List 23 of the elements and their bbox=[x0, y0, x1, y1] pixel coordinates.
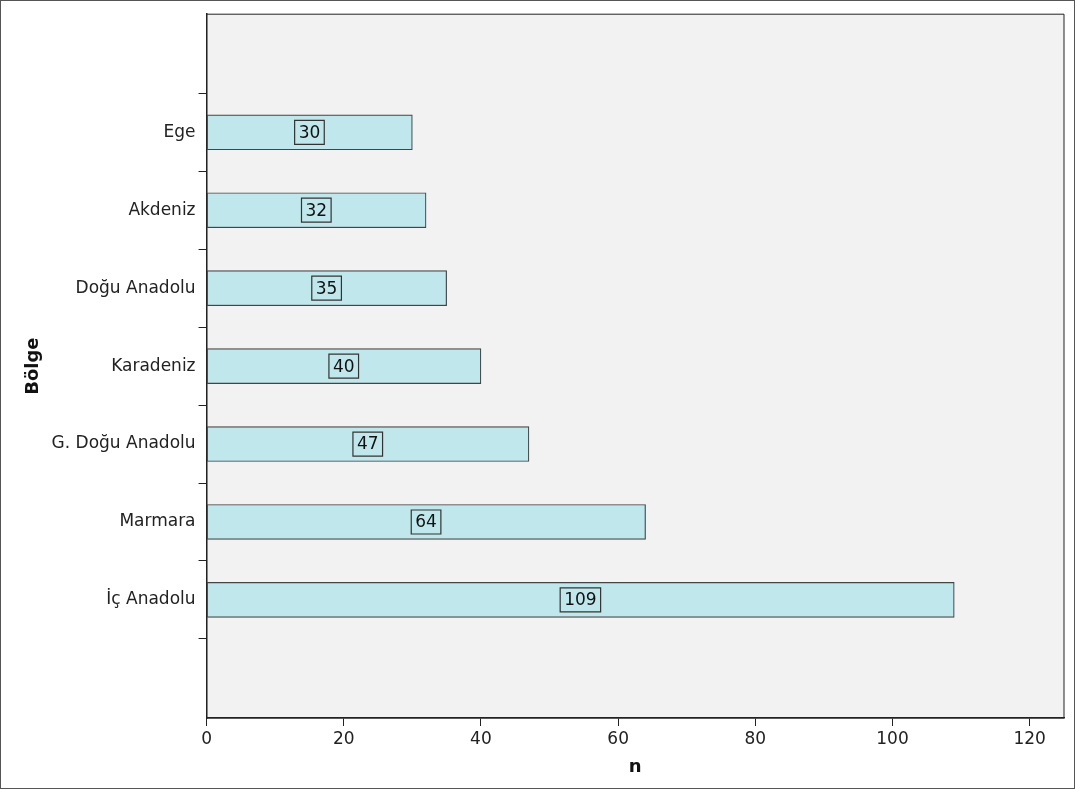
y-tick-label: Ege bbox=[163, 120, 196, 141]
x-tick-label: 0 bbox=[201, 727, 212, 748]
y-tick-label: Doğu Anadolu bbox=[75, 276, 196, 297]
y-tick-label: Marmara bbox=[119, 510, 196, 531]
x-tick-label: 120 bbox=[1013, 727, 1046, 748]
data-label: 47 bbox=[356, 433, 379, 454]
x-tick-label: 40 bbox=[470, 727, 492, 748]
x-tick-label: 20 bbox=[332, 727, 355, 748]
data-label: 30 bbox=[298, 121, 321, 142]
x-tick-label: 100 bbox=[876, 727, 909, 748]
y-tick-label: Karadeniz bbox=[111, 354, 196, 375]
y-tick-label: İç Anadolu bbox=[106, 588, 196, 609]
data-label: 35 bbox=[315, 277, 338, 298]
data-label: 109 bbox=[564, 589, 597, 610]
data-label: 64 bbox=[415, 511, 437, 532]
x-tick-label: 60 bbox=[607, 727, 629, 748]
data-label: 40 bbox=[332, 355, 355, 376]
y-tick-label: Akdeniz bbox=[128, 198, 196, 219]
y-axis-title: Bölge bbox=[21, 337, 43, 395]
y-tick-label: G. Doğu Anadolu bbox=[51, 432, 196, 453]
x-tick-label: 80 bbox=[744, 727, 767, 748]
x-axis-title: n bbox=[628, 754, 642, 776]
data-label: 32 bbox=[305, 199, 328, 220]
